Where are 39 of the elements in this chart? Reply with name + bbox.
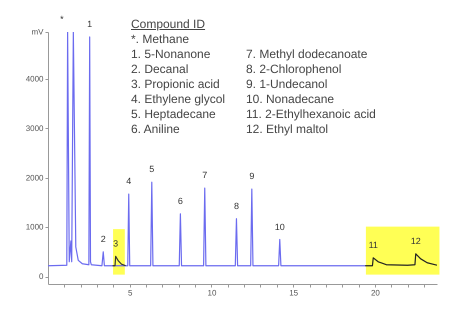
annotation: 11 [368,240,378,250]
annotation: 7 [202,170,208,180]
annotation: 2 [100,234,106,244]
annotation: * [60,14,64,24]
y-tick-label: mV [32,28,44,36]
y-tick-label: 3000 [26,124,44,133]
annotation: *. Methane [131,32,190,47]
annotation: 2. Decanal [131,62,188,77]
y-tick-label: 0 [39,272,44,282]
annotation: 5 [149,164,154,174]
annotation: 10 [274,222,285,232]
y-tick-label: 2000 [26,173,44,182]
x-tick-label: 5 [128,288,133,298]
y-tick-label: 1000 [26,222,44,232]
annotation: 9. 1-Undecanol [246,77,328,92]
annotation: 9 [249,171,254,182]
annotation: 12. Ethyl maltol [246,122,328,137]
annotation: 4. Ethylene glycol [131,92,226,107]
line-series [364,253,437,266]
annotation: 10. Nonadecane [246,92,334,107]
annotation: 8. 2-Chlorophenol [246,62,342,77]
annotation: 12 [410,236,421,246]
annotation: 6 [178,196,183,206]
annotation: 11. 2-Ethylhexanoic acid [246,107,376,122]
annotation: 1 [87,18,92,29]
y-tick-label: 4000 [26,74,44,84]
annotation: 4 [126,176,132,186]
annotation: 1. 5-Nonanone [131,47,210,62]
text: Compound ID [131,17,206,32]
annotation: 3 [113,238,118,248]
x-tick-label: 10 [207,288,217,298]
annotation: 7. Methyl dodecanoate [246,47,368,62]
x-tick-label: 15 [289,288,299,298]
x-tick-label: 20 [370,288,380,298]
line-series [112,256,126,266]
annotation: 8 [234,200,239,211]
annotation: 6. Aniline [131,122,180,137]
annotation: 5. Heptadecane [131,107,216,122]
annotation: 3. Propionic acid [131,77,220,92]
